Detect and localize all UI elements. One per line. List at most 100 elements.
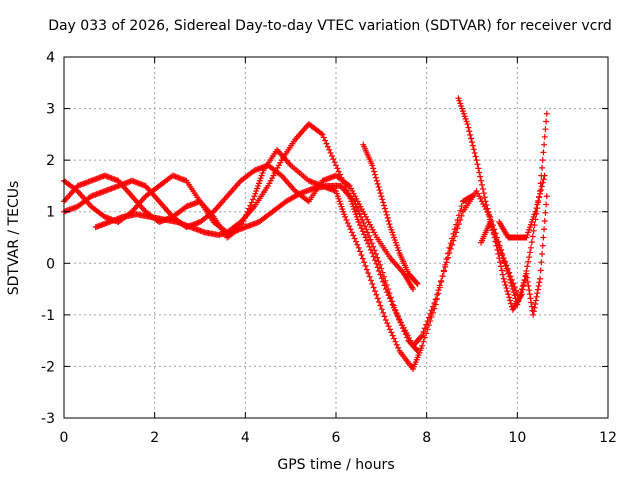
data-trace-marker [457,207,464,214]
data-trace-marker [383,281,390,288]
data-trace-marker [539,157,546,164]
y-tick-label: -3 [41,411,55,427]
chart-title: Day 033 of 2026, Sidereal Day-to-day VTE… [48,18,612,34]
data-trace-marker [542,126,549,133]
data-trace-marker [537,267,544,274]
data-trace-marker [153,184,160,191]
data-trace-marker [371,171,378,178]
data-trace-marker [235,221,242,228]
data-trace-marker [498,267,505,274]
data-trace-marker [409,284,416,291]
data-trace-marker [359,228,366,235]
y-tick-label: 2 [46,153,55,169]
data-trace-marker [362,234,369,241]
data-trace-marker [277,159,284,166]
data-trace-marker [531,304,538,311]
data-trace-marker [357,222,364,229]
data-trace-marker [323,140,330,147]
data-trace-marker [352,238,359,245]
y-tick-label: 1 [46,205,55,221]
data-trace-marker [539,164,546,171]
data-trace-marker [516,295,523,302]
data-trace-marker [504,288,511,295]
data-trace-marker [248,199,255,206]
data-trace-marker [502,281,509,288]
data-trace-marker [534,286,541,293]
data-trace-marker [303,176,310,183]
data-trace-marker [543,201,550,208]
data-trace-marker [368,240,375,247]
data-trace-marker [377,190,384,197]
data-trace-marker [404,334,411,341]
data-trace-marker [518,286,525,293]
data-trace-marker [345,181,352,188]
data-trace-marker [478,181,485,188]
data-trace-marker [384,214,391,221]
data-trace-marker [379,269,386,276]
data-trace-marker [286,160,293,167]
data-trace-marker [404,268,411,275]
x-tick-label: 2 [150,430,159,446]
data-point-marker [473,157,480,164]
data-point-marker [382,317,389,324]
data-trace-marker [358,225,365,232]
data-point-marker [446,249,453,256]
data-trace-marker [341,211,348,218]
data-trace-marker [104,219,111,226]
data-trace-marker [374,180,381,187]
data-trace-marker [436,282,443,289]
data-trace-marker [328,153,335,160]
data-trace-marker [497,259,504,266]
data-trace-marker [517,292,524,299]
data-trace-marker [527,295,534,302]
data-trace-marker [327,149,334,156]
data-trace-marker [413,279,420,286]
data-trace-marker [478,177,485,184]
data-trace-marker [418,345,425,352]
data-point-marker [537,275,543,282]
data-trace-marker [320,134,327,141]
data-trace-marker [483,202,490,209]
data-trace-marker [357,248,364,255]
data-trace-marker [430,303,437,310]
data-trace-marker [507,300,514,307]
data-trace-marker [86,178,93,185]
data-trace-marker [470,146,477,153]
data-trace-marker [186,223,193,230]
data-trace-marker [392,338,399,345]
data-trace-marker [376,261,383,268]
data-trace-marker [458,203,465,210]
data-trace-marker [541,141,548,148]
x-tick-label: 12 [599,430,617,446]
data-trace-marker [370,243,377,250]
data-trace-marker [506,294,513,301]
data-point-marker [543,110,550,117]
data-trace-marker [154,196,161,203]
data-trace-marker [425,314,432,321]
data-trace-marker [353,204,360,211]
data-trace-marker [294,192,301,199]
data-trace-marker [507,297,514,304]
data-trace-marker [424,326,431,333]
data-trace-marker [358,252,365,259]
data-trace-marker [360,220,367,227]
data-trace-marker [501,278,508,285]
data-trace-marker [361,231,368,238]
data-trace-marker [370,165,377,172]
data-point-marker [391,306,398,313]
data-trace-marker [469,139,475,146]
data-trace-marker [395,344,402,351]
x-tick-label: 0 [60,430,69,446]
data-trace-marker [280,200,287,207]
data-trace-marker [99,211,106,218]
data-trace-marker [374,295,381,302]
data-trace-marker [395,247,402,254]
data-trace-marker [526,291,533,298]
data-trace-marker [535,282,542,289]
data-trace-marker [424,318,431,325]
data-trace-marker [384,320,391,327]
data-trace-marker [442,263,449,270]
data-trace-marker [540,149,547,156]
data-trace-marker [486,212,493,219]
